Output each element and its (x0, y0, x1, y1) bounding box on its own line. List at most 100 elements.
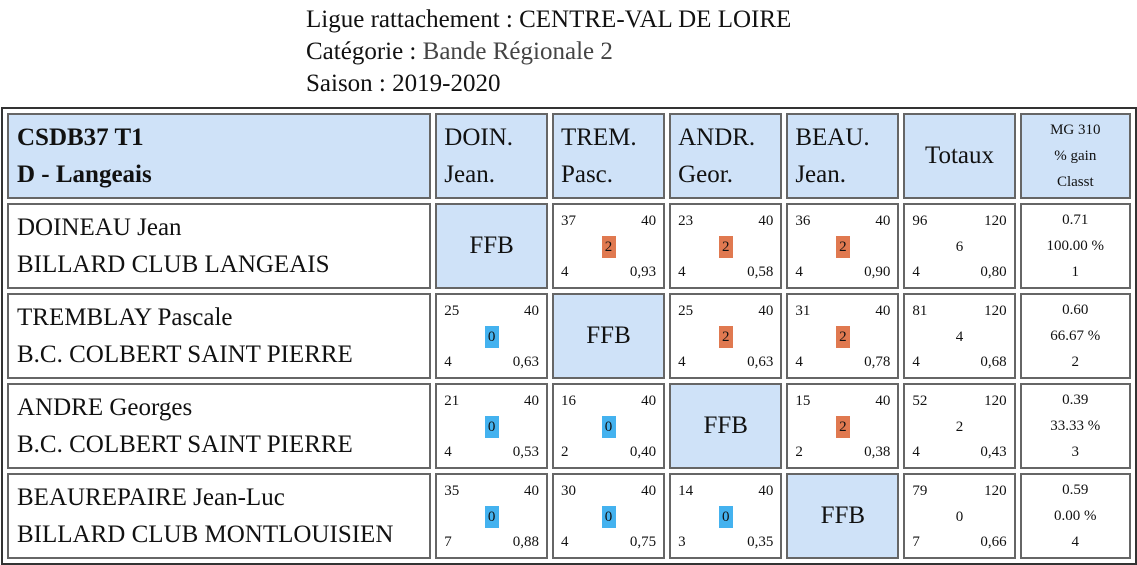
match-target: 40 (758, 303, 774, 319)
team-location: D - Langeais (17, 161, 152, 188)
total-score: 79 (912, 483, 928, 499)
player-row: TREMBLAY Pascale B.C. COLBERT SAINT PIERR… (7, 293, 1131, 379)
match-average: 0,58 (747, 264, 774, 280)
total-target: 120 (984, 303, 1007, 319)
total-cell: 52 120 2 4 0,43 (903, 383, 1016, 469)
match-cell: 21 40 0 4 0,53 (435, 383, 548, 469)
total-target: 120 (984, 393, 1007, 409)
team-header: CSDB37 T1 D - Langeais (7, 113, 432, 199)
match-average: 0,78 (864, 354, 891, 370)
match-cell: 30 40 0 4 0,75 (551, 473, 666, 559)
mg-header: MG 310 % gain Classt (1019, 113, 1131, 199)
total-average: 0,80 (980, 264, 1007, 280)
match-target: 40 (875, 393, 891, 409)
match-innings: 4 (444, 354, 452, 370)
mg-value: 0.71 (1062, 212, 1089, 228)
total-cell: 79 120 0 7 0,66 (903, 473, 1016, 559)
mg-header-line2: % gain (1054, 148, 1097, 164)
column-header-beau: BEAU. Jean. (786, 113, 900, 199)
results-table: CSDB37 T1 D - Langeais DOIN. Jean. TREM.… (1, 107, 1137, 565)
match-score: 25 (444, 303, 460, 319)
match-score: 16 (560, 393, 576, 409)
match-target: 40 (523, 483, 539, 499)
ligue-label: Ligue rattachement : (306, 6, 513, 33)
match-cell: 35 40 0 7 0,88 (435, 473, 548, 559)
match-score: 15 (795, 393, 811, 409)
match-points-badge: 0 (718, 506, 733, 528)
player-cell: TREMBLAY Pascale B.C. COLBERT SAINT PIERR… (7, 293, 432, 379)
saison-label: Saison : (306, 70, 386, 97)
total-innings: 4 (912, 444, 920, 460)
match-points-badge: 0 (601, 506, 616, 528)
categorie-line: Catégorie : Bande Régionale 2 (306, 36, 791, 68)
total-cell: 81 120 4 4 0,68 (903, 293, 1016, 379)
mg-value: 0.60 (1062, 302, 1089, 318)
player-row: BEAUREPAIRE Jean-Luc BILLARD CLUB MONTLOU… (7, 473, 1131, 559)
rank: 1 (1071, 264, 1080, 280)
mg-cell: 0.59 0.00 % 4 (1019, 473, 1131, 559)
match-innings: 4 (560, 264, 569, 280)
column-header-surname: ANDR. (678, 124, 756, 151)
total-innings: 4 (912, 354, 920, 370)
match-score: 14 (678, 483, 694, 499)
match-cell: 14 40 0 3 0,35 (669, 473, 783, 559)
match-average: 0,90 (864, 264, 891, 280)
total-points: 2 (955, 419, 964, 435)
match-average: 0,38 (864, 444, 891, 460)
match-cell: 15 40 2 2 0,38 (786, 383, 900, 469)
match-points-badge: 0 (484, 326, 499, 348)
match-target: 40 (523, 303, 539, 319)
match-score: 37 (560, 213, 576, 229)
match-target: 40 (641, 483, 657, 499)
player-cell: DOINEAU Jean BILLARD CLUB LANGEAIS (7, 203, 432, 289)
total-target: 120 (984, 213, 1007, 229)
match-target: 40 (758, 213, 774, 229)
match-target: 40 (875, 213, 891, 229)
column-header-firstname: Jean. (795, 161, 846, 188)
ligue-value: CENTRE-VAL DE LOIRE (519, 6, 792, 33)
match-innings: 4 (795, 354, 803, 370)
match-average: 0,75 (629, 534, 657, 550)
match-average: 0,53 (512, 444, 539, 460)
player-cell: BEAUREPAIRE Jean-Luc BILLARD CLUB MONTLOU… (7, 473, 432, 559)
match-points-badge: 0 (601, 416, 616, 438)
match-target: 40 (875, 303, 891, 319)
gain-percent: 0.00 % (1054, 508, 1097, 524)
match-average: 0,63 (512, 354, 539, 370)
total-score: 52 (912, 393, 928, 409)
match-average: 0,40 (629, 444, 657, 460)
match-points-badge: 2 (718, 326, 733, 348)
match-cell: 23 40 2 4 0,58 (669, 203, 783, 289)
total-innings: 4 (912, 264, 920, 280)
match-score: 31 (795, 303, 811, 319)
ligue-line: Ligue rattachement : CENTRE-VAL DE LOIRE (306, 4, 791, 36)
column-header-doin: DOIN. Jean. (435, 113, 548, 199)
saison-value: 2019-2020 (392, 70, 501, 97)
match-score: 25 (678, 303, 694, 319)
player-name: DOINEAU Jean (17, 214, 182, 241)
match-points-badge: 2 (601, 236, 616, 258)
player-row: ANDRE Georges B.C. COLBERT SAINT PIERRE 21… (7, 383, 1131, 469)
column-header-surname: DOIN. (444, 124, 514, 151)
categorie-label: Catégorie : (306, 38, 417, 65)
match-cell: 36 40 2 4 0,90 (786, 203, 900, 289)
player-cell: ANDRE Georges B.C. COLBERT SAINT PIERRE (7, 383, 432, 469)
rank: 4 (1071, 534, 1080, 550)
player-club: B.C. COLBERT SAINT PIERRE (17, 431, 353, 458)
match-target: 40 (641, 393, 657, 409)
gain-percent: 100.00 % (1046, 238, 1105, 254)
ffb-cell: FFB (786, 473, 900, 559)
match-innings: 4 (678, 354, 686, 370)
column-header-firstname: Geor. (678, 161, 733, 188)
match-points-badge: 2 (835, 326, 850, 348)
mg-cell: 0.39 33.33 % 3 (1019, 383, 1131, 469)
match-score: 36 (795, 213, 811, 229)
column-header-firstname: Pasc. (560, 161, 614, 188)
total-average: 0,68 (980, 354, 1007, 370)
ffb-cell: FFB (551, 293, 666, 379)
column-header-firstname: Jean. (444, 161, 495, 188)
match-points-badge: 0 (484, 416, 499, 438)
match-points-badge: 2 (718, 236, 733, 258)
ffb-cell: FFB (435, 203, 548, 289)
match-cell: 31 40 2 4 0,78 (786, 293, 900, 379)
